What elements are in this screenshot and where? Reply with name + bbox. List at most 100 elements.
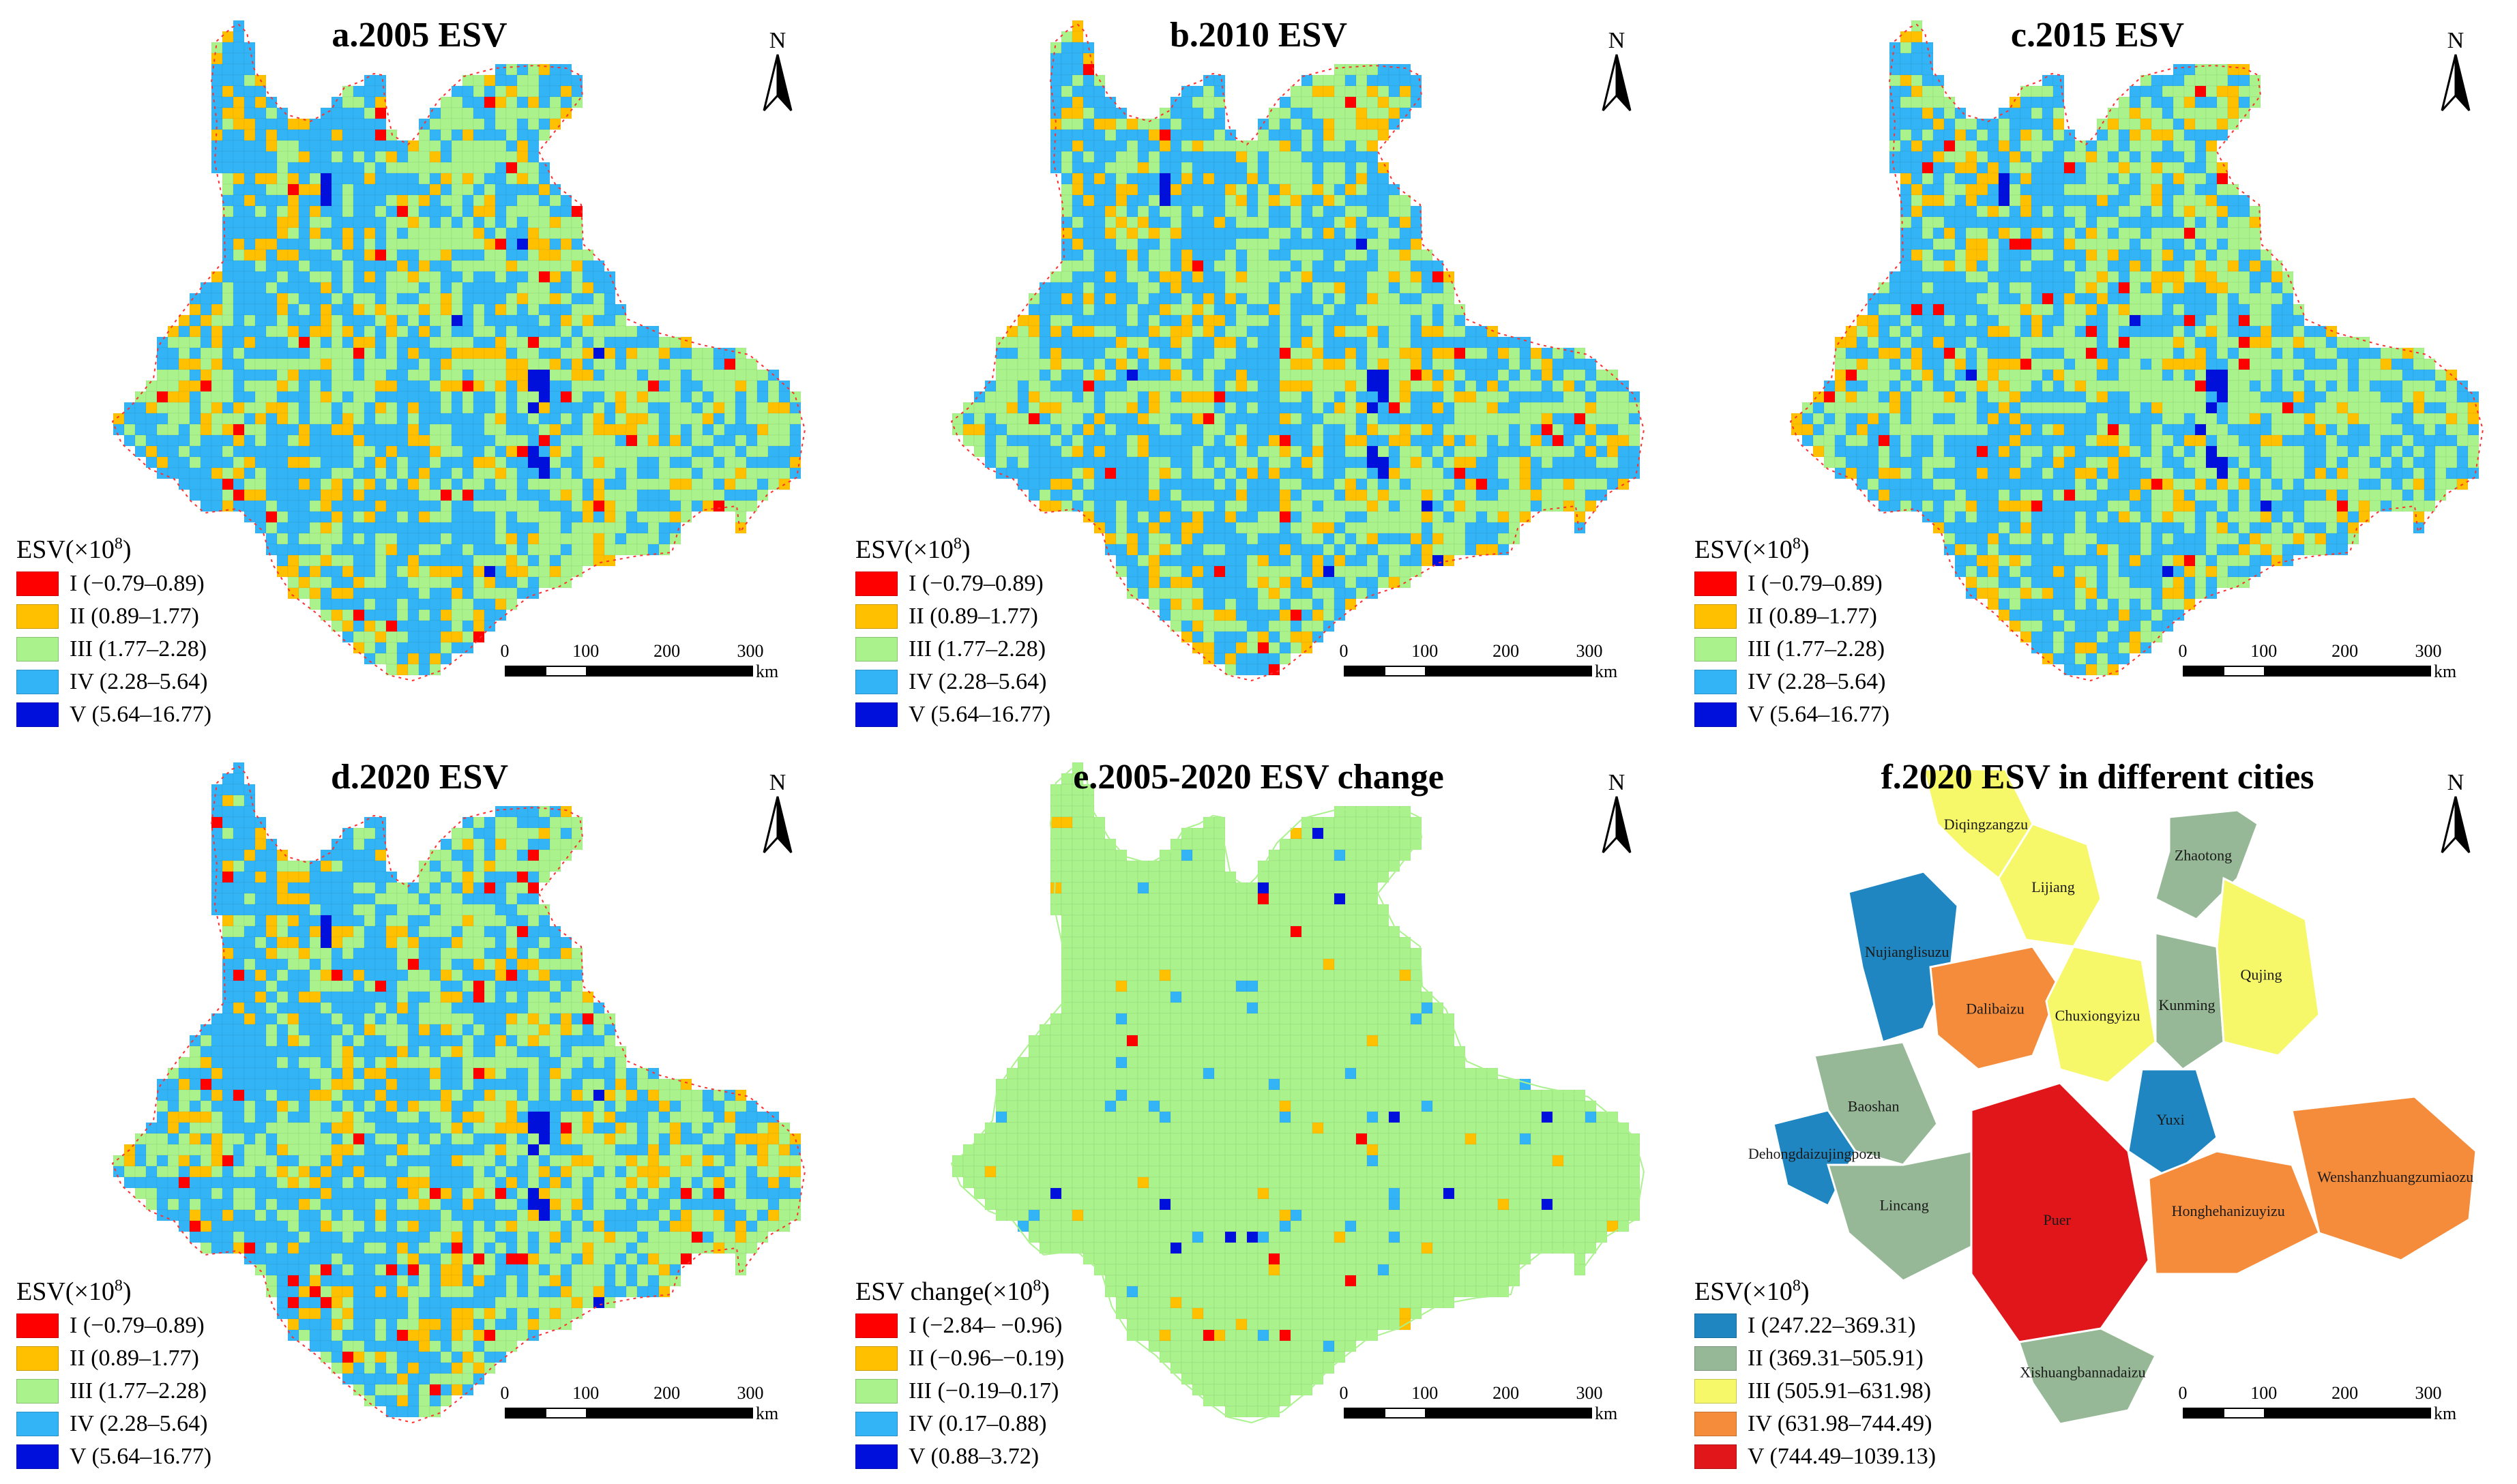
grid-cells xyxy=(113,20,801,676)
legend-label: V (744.49–1039.13) xyxy=(1748,1444,1937,1469)
scale-tick-label: 100 xyxy=(2250,641,2278,661)
legend-item: I (−2.84– −0.96) xyxy=(855,1309,1064,1342)
north-label: N xyxy=(2447,28,2464,53)
city-label: Kunming xyxy=(2158,996,2215,1013)
legend-swatch xyxy=(16,604,59,629)
legend-item: I (−0.79–0.89) xyxy=(16,567,211,600)
city-region xyxy=(2045,945,2157,1084)
legend-swatch xyxy=(1694,604,1737,629)
north-arrow-icon: N xyxy=(750,769,805,858)
legend-swatch xyxy=(1694,702,1737,727)
north-label: N xyxy=(1608,770,1625,795)
panel-title: d.2020 ESV xyxy=(330,758,509,797)
province-boundary xyxy=(950,765,1645,1424)
scale-bar-segment xyxy=(2223,666,2267,677)
scale-bar-segment xyxy=(2223,1408,2267,1419)
scale-unit: km xyxy=(756,1404,779,1423)
scale-tick-label: 0 xyxy=(1339,1383,1349,1403)
legend-swatch xyxy=(1694,637,1737,662)
legend-label: IV (2.28–5.64) xyxy=(70,669,208,694)
legend-label: III (1.77–2.28) xyxy=(70,1378,207,1404)
scale-unit: km xyxy=(1595,1404,1618,1423)
scale-tick-label: 100 xyxy=(572,1383,600,1403)
legend-swatch xyxy=(855,670,898,694)
legend-title-text: ESV(×10 xyxy=(16,1277,115,1306)
legend-swatch xyxy=(16,637,59,662)
map-canvas-f: Diqingzangzu Zhaotong Nujianglisuzu Lijiang… xyxy=(1748,768,2477,1425)
legend-label: I (247.22–369.31) xyxy=(1748,1313,1916,1338)
panel-title: e.2005-2020 ESV change xyxy=(1073,758,1444,797)
scale-tick-label: 200 xyxy=(653,641,681,661)
legend-label: II (0.89–1.77) xyxy=(1748,604,1877,629)
legend-item: III (1.77–2.28) xyxy=(1694,633,1889,666)
city-region xyxy=(2291,1095,2477,1262)
legend-item: IV (2.28–5.64) xyxy=(16,666,211,698)
legend-label: III (1.77–2.28) xyxy=(909,636,1046,662)
legend-title: ESV(×108) xyxy=(855,535,1050,565)
scale-tick-label: 300 xyxy=(737,641,764,661)
legend-item: V (5.64–16.77) xyxy=(1694,698,1889,731)
legend-swatch xyxy=(855,1346,898,1371)
legend-label: V (5.64–16.77) xyxy=(70,702,212,727)
scale-bar-segment xyxy=(1384,666,1428,677)
legend-item: IV (2.28–5.64) xyxy=(855,666,1050,698)
north-label: N xyxy=(2447,770,2464,795)
legend-item: IV (2.28–5.64) xyxy=(1694,666,1889,698)
legend-item: II (369.31–505.91) xyxy=(1694,1342,1936,1375)
scale-tick-label: 0 xyxy=(1339,641,1349,661)
legend-label: II (0.89–1.77) xyxy=(70,604,199,629)
legend-title-text: ESV(×10 xyxy=(1694,535,1793,564)
legend-label: IV (2.28–5.64) xyxy=(1748,669,1886,694)
legend-item: III (−0.19–0.17) xyxy=(855,1375,1064,1408)
legend-label: I (−0.79–0.89) xyxy=(70,571,205,596)
scale-bar-segment xyxy=(2263,666,2431,677)
scale-bar-segment xyxy=(1424,666,1592,677)
panel-title: b.2010 ESV xyxy=(1169,16,1348,55)
legend-swatch xyxy=(855,1314,898,1338)
legend: ESV(×108) I (247.22–369.31) II (369.31–505… xyxy=(1694,1277,1936,1473)
legend: ESV(×108) I (−0.79–0.89) II (0.89–1.77) III… xyxy=(1694,535,1889,731)
legend-label: I (−0.79–0.89) xyxy=(1748,571,1883,596)
city-region xyxy=(2154,809,2259,921)
legend-swatch xyxy=(16,1412,59,1436)
city-label: Lincang xyxy=(1880,1197,1929,1214)
city-label: Lijiang xyxy=(2031,878,2075,895)
legend-item: V (0.88–3.72) xyxy=(855,1440,1064,1473)
north-label: N xyxy=(1608,28,1625,53)
legend-swatch xyxy=(855,1412,898,1436)
scale-unit: km xyxy=(756,662,779,681)
city-label: Qujing xyxy=(2240,966,2282,983)
legend-label: I (−0.79–0.89) xyxy=(70,1313,205,1338)
legend-swatch xyxy=(855,1444,898,1469)
legend-label: V (5.64–16.77) xyxy=(1748,702,1890,727)
legend-label: IV (2.28–5.64) xyxy=(909,669,1047,694)
city-region xyxy=(1826,1150,1973,1282)
legend-swatch xyxy=(1694,1412,1737,1436)
legend-item: III (1.77–2.28) xyxy=(16,633,211,666)
legend-swatch xyxy=(16,1444,59,1469)
legend-title-exponent: 8 xyxy=(1792,1277,1801,1295)
city-label: Nujianglisuzu xyxy=(1865,943,1949,960)
scale-tick-label: 300 xyxy=(1576,1383,1603,1403)
legend-title-text: ESV(×10 xyxy=(1694,1277,1793,1306)
scale-bar: 0 100 200 300 km xyxy=(501,641,798,689)
grid-cells xyxy=(1791,20,2479,676)
map-panel-c: c.2015 ESV N ESV(×108) I (−0.79–0.89) II (0.… xyxy=(1678,0,2517,742)
scale-bar-segment xyxy=(1344,1408,1387,1419)
city-label: Dehongdaizujingpozu xyxy=(1748,1145,1881,1162)
scale-bar-segment xyxy=(2263,1408,2431,1419)
scale-bar-segment xyxy=(1344,666,1387,677)
scale-tick-label: 300 xyxy=(2415,1383,2442,1403)
legend-swatch xyxy=(1694,1379,1737,1404)
city-region xyxy=(1929,945,2061,1071)
scale-tick-label: 0 xyxy=(500,641,510,661)
map-canvas-d xyxy=(111,762,806,1424)
city-label: Xishuangbannadaizu xyxy=(2020,1364,2146,1381)
city-region xyxy=(1970,1082,2150,1344)
scale-tick-label: 300 xyxy=(2415,641,2442,661)
legend-title: ESV(×108) xyxy=(16,535,211,565)
scale-tick-label: 100 xyxy=(1411,1383,1439,1403)
legend-item: IV (0.17–0.88) xyxy=(855,1408,1064,1440)
legend-swatch xyxy=(855,702,898,727)
city-label: Wenshanzhuangzumiaozu xyxy=(2317,1168,2473,1185)
